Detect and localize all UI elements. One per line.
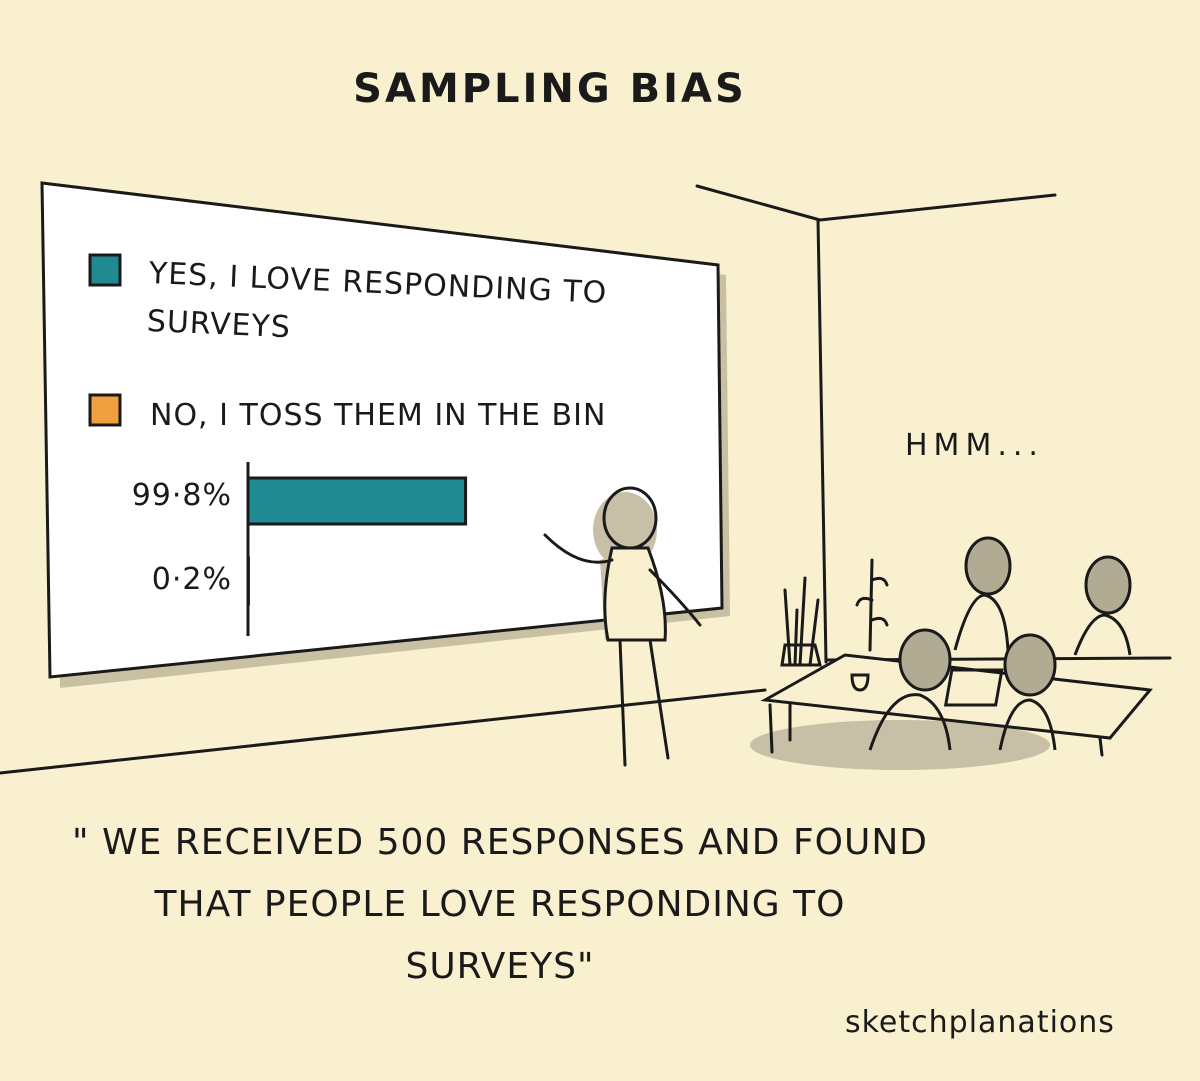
title: SAMPLING BIAS [353,66,747,112]
credit: sketchplanations [845,1005,1115,1040]
meeting-table [760,558,1153,757]
caption: " WE RECEIVED 500 RESPONSES AND FOUND TH… [72,822,928,987]
audience [868,536,1132,751]
legend-swatch [88,393,122,427]
presenter [543,486,702,767]
legend-swatch [88,253,122,287]
legend-label: NO, I TOSS THEM IN THE BIN [150,398,607,433]
value-label: 99·8% [131,478,232,513]
speech: HMM... [905,428,1044,463]
chart [88,253,468,636]
whiteboard [40,181,724,679]
value-label: 0·2% [151,562,232,597]
bar [246,476,468,526]
